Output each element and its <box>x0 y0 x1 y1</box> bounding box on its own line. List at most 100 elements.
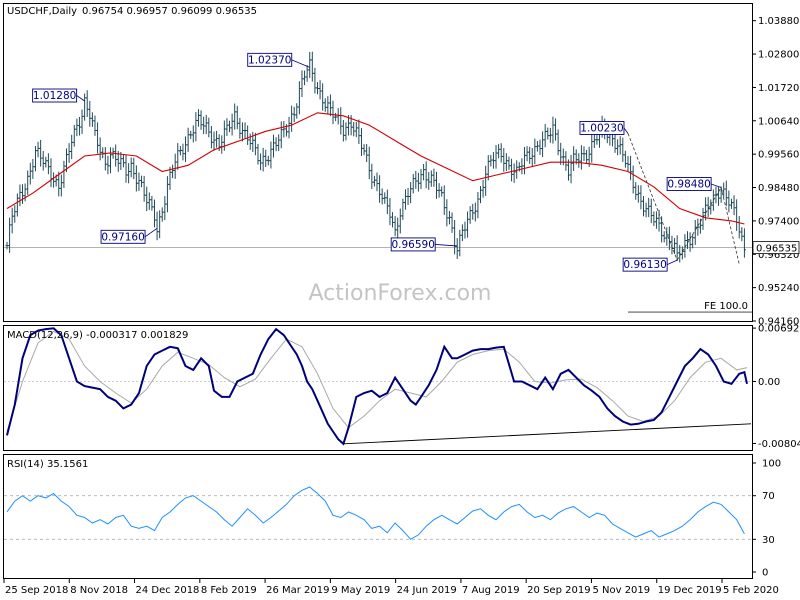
swing-label: 1.00230 <box>579 121 629 135</box>
price-bar <box>303 70 307 86</box>
price-bar <box>341 119 345 142</box>
projection-line-up <box>676 187 722 261</box>
price-bar <box>13 205 17 223</box>
price-bar <box>388 197 392 226</box>
price-bar <box>274 137 278 152</box>
price-bar <box>468 206 472 224</box>
price-bar <box>235 105 239 130</box>
price-bar <box>742 228 746 258</box>
price-bar <box>266 155 270 166</box>
macd-tick-label: -0.008049 <box>758 439 800 450</box>
price-bar <box>582 146 586 162</box>
price-bar <box>616 139 620 156</box>
price-layer: FE 100.0 1.01280 0.97160 1.02370 0.96590 1.00… <box>4 51 752 313</box>
price-bar <box>328 94 332 117</box>
price-bar <box>507 156 511 170</box>
macd-panel-frame <box>3 325 753 451</box>
price-bar <box>636 185 640 203</box>
price-bar <box>228 120 232 133</box>
price-bar <box>367 146 371 180</box>
price-bar <box>238 117 242 139</box>
price-bar <box>80 109 84 134</box>
price-bar <box>740 227 744 242</box>
last-price-label: 0.96535 <box>756 244 797 255</box>
price-bar <box>93 115 97 136</box>
price-bar <box>561 148 565 166</box>
price-bar <box>173 153 177 179</box>
price-bar <box>685 231 689 249</box>
price-bar <box>403 189 407 210</box>
price-bar <box>49 158 53 188</box>
price-bar <box>385 189 389 215</box>
swing-label-box <box>100 229 146 244</box>
price-bar <box>70 134 74 160</box>
swing-label-text: 0.96590 <box>391 239 434 251</box>
x-tick-label: 7 Aug 2019 <box>462 585 520 596</box>
price-bar <box>481 179 485 198</box>
price-bar <box>88 100 92 127</box>
price-bar <box>613 134 617 153</box>
price-bar <box>380 188 384 205</box>
price-bar <box>375 172 379 192</box>
swing-label-box <box>247 52 293 67</box>
price-bar <box>336 108 340 125</box>
price-bar <box>432 168 436 187</box>
price-bar <box>688 232 692 252</box>
price-bar <box>106 155 110 175</box>
price-bar <box>453 220 457 255</box>
price-bar <box>629 155 633 181</box>
price-bar <box>528 146 532 164</box>
swing-label: 0.98480 <box>666 177 722 191</box>
price-bar <box>494 144 498 169</box>
price-bar <box>243 122 247 139</box>
price-bar <box>184 136 188 163</box>
price-bar <box>696 218 700 236</box>
price-bar <box>33 146 37 172</box>
price-bar <box>460 224 464 242</box>
price-bar <box>489 154 493 167</box>
price-bar <box>212 131 216 151</box>
swing-label-text: 1.00230 <box>580 122 623 134</box>
price-bar <box>44 156 48 168</box>
price-bar <box>401 198 405 220</box>
price-bar <box>652 211 656 226</box>
price-bar <box>171 164 175 179</box>
price-bar <box>152 199 156 228</box>
price-bar <box>429 170 433 187</box>
price-panel-frame <box>3 3 753 322</box>
price-bar <box>585 149 589 164</box>
price-bar <box>41 150 45 171</box>
price-bar <box>383 192 387 204</box>
price-bar <box>370 163 374 189</box>
price-bar <box>435 171 439 199</box>
swing-label-leader <box>710 183 722 188</box>
price-bar <box>411 174 415 194</box>
macd-line <box>6 327 748 446</box>
price-bar <box>134 165 138 192</box>
price-bar <box>543 124 547 148</box>
price-bar <box>572 146 576 172</box>
price-bar <box>478 186 482 204</box>
price-bar <box>191 125 195 143</box>
price-bar <box>90 112 94 127</box>
swing-label: 0.96130 <box>622 257 678 272</box>
price-bar <box>437 183 441 198</box>
swing-label: 1.02370 <box>247 52 310 68</box>
price-bar <box>321 83 325 111</box>
price-bar <box>31 158 35 179</box>
price-bar <box>163 196 167 221</box>
price-bar <box>147 192 151 210</box>
price-bar <box>634 182 638 200</box>
x-tick-label: 5 Feb 2020 <box>723 585 779 596</box>
price-bar <box>18 184 22 207</box>
price-bars <box>5 51 746 263</box>
last-price-box <box>752 241 800 255</box>
axis-layer: 1.03880 1.02800 1.01720 1.00640 0.99560 0.984… <box>3 16 800 596</box>
price-bar <box>372 175 376 187</box>
price-bar <box>419 168 423 189</box>
price-bar <box>618 136 622 155</box>
price-bar <box>196 109 200 127</box>
price-bar <box>160 207 164 222</box>
price-bar <box>124 154 128 183</box>
